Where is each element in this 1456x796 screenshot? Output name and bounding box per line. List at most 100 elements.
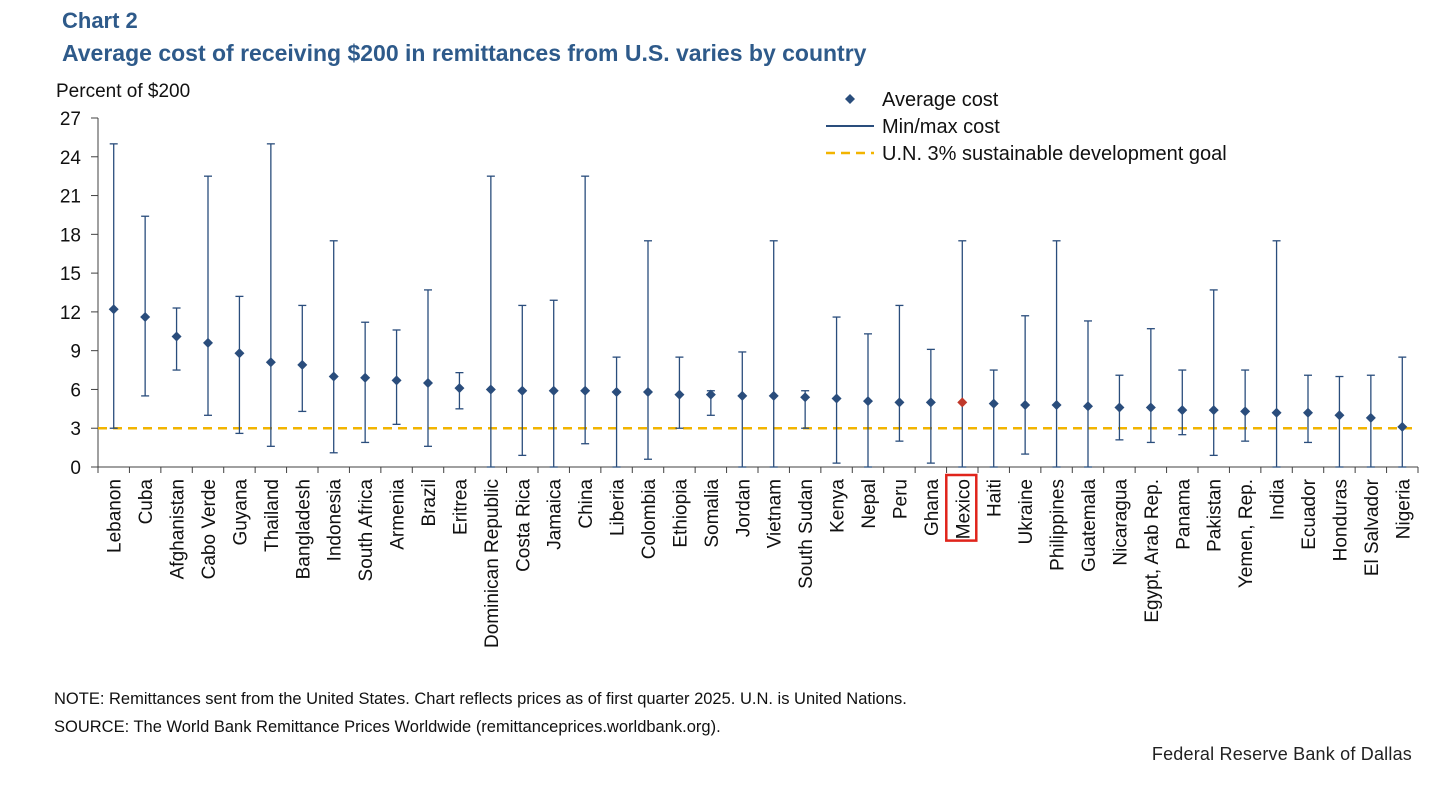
average-point-1 — [140, 312, 151, 323]
average-point-33 — [1145, 402, 1156, 413]
category-label: Egypt, Arab Rep. — [1142, 479, 1163, 623]
average-point-7 — [328, 371, 339, 382]
category-label: Lebanon — [105, 479, 126, 553]
category-label: India — [1268, 479, 1289, 521]
category-label: Vietnam — [765, 479, 786, 548]
category-label: Pakistan — [1205, 479, 1226, 552]
average-point-10 — [423, 377, 433, 388]
category-label: Afghanistan — [168, 479, 189, 579]
category-label: South Africa — [356, 479, 377, 582]
legend-average-label: Average cost — [882, 89, 999, 111]
category-label: Nicaragua — [1110, 479, 1131, 566]
category-label: Mexico — [953, 479, 974, 539]
y-tick-label: 18 — [60, 225, 81, 246]
average-point-0 — [108, 304, 119, 315]
average-point-6 — [297, 359, 308, 370]
average-point-5 — [265, 357, 276, 368]
legend-goal-label: U.N. 3% sustainable development goal — [882, 143, 1227, 165]
average-point-9 — [391, 375, 402, 386]
credit-text: Federal Reserve Bank of Dallas — [1151, 744, 1412, 764]
y-tick-label: 15 — [60, 264, 81, 285]
average-point-3 — [203, 337, 213, 348]
average-point-4 — [234, 348, 245, 359]
category-label: Costa Rica — [513, 479, 534, 572]
legend-average-marker — [845, 94, 855, 104]
average-point-17 — [643, 387, 653, 398]
y-axis-label: Percent of $200 — [56, 81, 190, 102]
average-point-20 — [737, 390, 748, 401]
category-label: Nepal — [859, 479, 880, 529]
category-label: Guatemala — [1079, 479, 1100, 572]
category-label: Dominican Republic — [482, 479, 503, 648]
category-label: Indonesia — [325, 479, 346, 562]
category-label: Ethiopia — [670, 479, 691, 548]
category-label: Eritrea — [450, 479, 471, 535]
average-point-8 — [360, 372, 371, 383]
average-point-16 — [611, 387, 622, 398]
average-point-29 — [1020, 399, 1031, 410]
category-label: Jordan — [733, 479, 754, 537]
average-point-18 — [674, 389, 685, 400]
legend: Average cost Min/max cost U.N. 3% sustai… — [826, 89, 1227, 165]
category-label: Nigeria — [1393, 479, 1414, 540]
chart-title: Average cost of receiving $200 in remitt… — [62, 40, 867, 66]
category-label: Ecuador — [1299, 478, 1320, 549]
category-label: Thailand — [262, 479, 283, 552]
average-point-35 — [1208, 405, 1219, 416]
category-label: Yemen, Rep. — [1236, 479, 1257, 588]
category-label: Colombia — [639, 479, 660, 560]
average-point-25 — [894, 397, 905, 408]
category-label: Ukraine — [1016, 479, 1037, 544]
y-tick-label: 0 — [70, 458, 81, 479]
category-label: Jamaica — [545, 479, 566, 550]
category-label: El Salvador — [1362, 478, 1383, 576]
y-tick-label: 12 — [60, 303, 81, 324]
note-text: NOTE: Remittances sent from the United S… — [54, 690, 907, 708]
average-point-15 — [580, 385, 591, 396]
average-point-32 — [1114, 402, 1125, 413]
category-label: Kenya — [828, 479, 849, 533]
average-point-31 — [1083, 401, 1093, 412]
average-point-13 — [517, 385, 528, 396]
average-point-24 — [863, 396, 873, 407]
average-point-2 — [171, 331, 182, 342]
y-tick-label: 3 — [70, 419, 81, 440]
category-label: Armenia — [388, 479, 409, 550]
legend-minmax-label: Min/max cost — [882, 116, 1000, 138]
plot-area: 0 3 6 9 12 15 18 21 24 27 Lebanon Cuba Afghanistan Ca… — [60, 109, 1419, 648]
average-point-40 — [1365, 412, 1376, 423]
average-point-26 — [925, 397, 936, 408]
average-point-19 — [705, 389, 716, 400]
category-label: Bangladesh — [293, 479, 314, 579]
average-point-21 — [768, 390, 779, 401]
average-point-12 — [485, 384, 496, 395]
y-tick-label: 6 — [70, 380, 81, 401]
category-label: Cuba — [136, 479, 157, 525]
average-point-41 — [1397, 421, 1408, 432]
chart-number: Chart 2 — [62, 8, 138, 33]
average-point-36 — [1240, 406, 1251, 417]
average-point-14 — [548, 385, 559, 396]
average-point-38 — [1303, 407, 1313, 418]
category-label: Liberia — [608, 479, 629, 536]
category-label: Panama — [1173, 479, 1194, 550]
average-point-28 — [988, 398, 999, 409]
category-label: Somalia — [702, 479, 723, 548]
category-label: Philippines — [1048, 479, 1069, 571]
y-tick-label: 24 — [60, 148, 82, 169]
y-tick-label: 27 — [60, 109, 81, 130]
chart-area: Percent of $200 Average cost Min/max cos… — [56, 81, 1419, 648]
category-label: Haiti — [985, 479, 1006, 517]
category-label: Peru — [890, 479, 911, 519]
category-label: Honduras — [1330, 479, 1351, 561]
category-label: Brazil — [419, 479, 440, 527]
average-point-34 — [1177, 405, 1188, 416]
y-tick-label: 21 — [60, 187, 81, 208]
average-point-39 — [1334, 410, 1345, 421]
category-label: South Sudan — [796, 479, 817, 589]
category-label: China — [576, 479, 597, 529]
average-point-37 — [1271, 407, 1282, 418]
average-point-22 — [800, 392, 811, 403]
category-label: Cabo Verde — [199, 479, 220, 579]
average-point-11 — [454, 383, 465, 394]
